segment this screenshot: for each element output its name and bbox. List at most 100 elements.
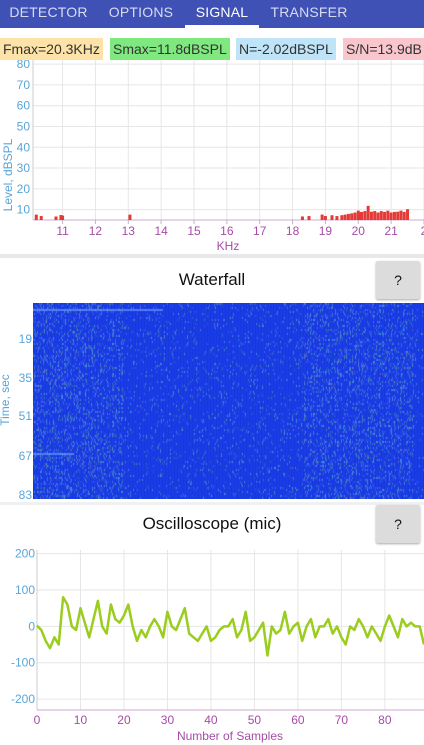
spectrum-x-tick-label: 14	[154, 224, 168, 238]
oscilloscope-y-tick-label: -100	[11, 656, 35, 670]
spectrum-bar	[307, 216, 311, 220]
spectrum-bar	[396, 211, 400, 220]
oscilloscope-x-tick-label: 10	[74, 713, 88, 727]
oscilloscope-series-line	[36, 596, 424, 657]
spectrum-x-tick-label: 18	[286, 224, 300, 238]
oscilloscope-y-tick-label: -200	[11, 692, 35, 706]
spectrum-y-tick-label: 40	[17, 140, 31, 154]
section-divider	[0, 502, 424, 505]
waterfall-y-tick-label: 35	[19, 371, 33, 385]
spectrum-bar	[34, 214, 38, 220]
spectrum-bar	[386, 210, 390, 220]
waterfall-y-label: Time, sec	[0, 374, 12, 426]
spectrum-bar	[323, 216, 327, 220]
spectrum-bar	[392, 211, 396, 220]
waterfall-y-ticks: 19 35 51 67 83	[19, 332, 33, 500]
waterfall-y-tick-label: 51	[19, 409, 33, 423]
tab-detector[interactable]: DETECTOR	[9, 4, 88, 20]
spectrum-x-tick-label: 12	[89, 224, 103, 238]
spectrum-bar	[376, 212, 380, 220]
signal-stats: Fmax=20.3KHz Smax=11.8dBSPL N=-2.02dBSPL…	[0, 38, 424, 60]
oscilloscope-grid	[36, 550, 424, 711]
oscilloscope-y-ticks: 200 100 0 -100 -200	[11, 547, 35, 706]
spectrum-x-ticks: 11 12 13 14 15 16 17 18 19 20 21 2	[56, 224, 424, 238]
spectrum-bar	[61, 215, 65, 220]
spectrum-bar	[59, 215, 63, 220]
spectrum-x-tick-label: 17	[253, 224, 267, 238]
spectrum-y-tick-label: 60	[17, 99, 31, 113]
spectrum-bar	[358, 212, 362, 220]
oscilloscope-x-tick-label: 50	[248, 713, 262, 727]
tab-options[interactable]: OPTIONS	[108, 4, 174, 20]
spectrum-bar	[366, 205, 370, 220]
spectrum-y-label: Level, dBSPL	[1, 138, 15, 211]
waterfall-title: Waterfall	[178, 270, 246, 289]
waterfall-spectrogram	[33, 303, 424, 499]
oscilloscope-help-button[interactable]: ?	[376, 505, 420, 543]
spectrum-bar	[128, 214, 132, 220]
spectrum-bar	[383, 211, 387, 220]
oscilloscope-x-tick-label: 40	[204, 713, 218, 727]
oscilloscope-x-label: Number of Samples	[177, 729, 283, 743]
spectrum-x-label: KHz	[217, 239, 240, 253]
oscilloscope-chart: 200 100 0 -100 -200 0 10 20 30 40 50 60 70 80 Number…	[11, 547, 424, 743]
spectrum-bar	[39, 216, 43, 220]
oscilloscope-x-ticks: 0 10 20 30 40 50 60 70 80	[34, 713, 392, 727]
spectrum-y-tick-label: 30	[17, 161, 31, 175]
spectrum-x-tick-label: 11	[56, 224, 69, 238]
spectrum-x-tick-label: 20	[352, 224, 366, 238]
spectrum-bar	[353, 212, 357, 220]
spectrum-bar	[379, 211, 383, 220]
oscilloscope-y-tick-label: 100	[15, 583, 35, 597]
waterfall-y-tick-label: 83	[19, 488, 33, 500]
spectrum-bar	[373, 211, 377, 220]
spectrum-x-tick-label: 13	[122, 224, 136, 238]
oscilloscope-y-tick-label: 200	[15, 547, 35, 561]
spectrum-bar	[330, 215, 334, 220]
waterfall-y-tick-label: 67	[19, 449, 33, 463]
spectrum-y-tick-label: 10	[17, 203, 31, 217]
spectrum-x-tick-label: 19	[319, 224, 333, 238]
spectrum-bar	[350, 213, 354, 220]
fmax-badge: Fmax=20.3KHz	[0, 38, 103, 60]
oscilloscope-x-tick-label: 30	[161, 713, 175, 727]
spectrum-bar	[335, 216, 339, 220]
oscilloscope-x-tick-label: 20	[117, 713, 131, 727]
spectrum-x-tick-label: 2	[421, 224, 424, 238]
tab-bar: DETECTOR OPTIONS SIGNAL TRANSFER	[0, 0, 424, 28]
section-divider	[0, 254, 424, 258]
oscilloscope-x-tick-label: 60	[291, 713, 305, 727]
smax-badge: Smax=11.8dBSPL	[110, 38, 230, 60]
spectrum-bar	[406, 209, 410, 220]
spectrum-x-tick-label: 15	[187, 224, 201, 238]
spectrum-y-tick-label: 50	[17, 119, 31, 133]
spectrum-bar	[54, 216, 58, 220]
tab-transfer[interactable]: TRANSFER	[270, 4, 348, 20]
spectrum-bar	[340, 215, 344, 220]
spectrum-bar	[399, 210, 403, 220]
spectrum-y-tick-label: 20	[17, 182, 31, 196]
spectrum-bar	[300, 216, 304, 220]
spectrum-y-tick-label: 70	[17, 78, 31, 92]
spectrum-bar	[402, 211, 406, 220]
spectrum-bar	[369, 211, 373, 220]
spectrum-x-tick-label: 21	[384, 224, 398, 238]
spectrum-grid	[32, 60, 424, 224]
spectrum-bar	[320, 214, 324, 220]
spectrum-bar	[389, 212, 393, 220]
oscilloscope-x-tick-label: 70	[335, 713, 349, 727]
oscilloscope-y-tick-label: 0	[28, 619, 35, 633]
spectrum-y-ticks: 10 20 30 40 50 60 70 80	[17, 60, 31, 217]
oscilloscope-x-tick-label: 80	[378, 713, 392, 727]
waterfall-y-tick-label: 19	[19, 332, 33, 346]
spectrum-bar	[360, 211, 364, 220]
oscilloscope-x-tick-label: 0	[34, 713, 41, 727]
spectrum-y-tick-label: 80	[17, 60, 31, 71]
spectrum-bar	[343, 214, 347, 220]
spectrum-bar	[346, 213, 350, 220]
spectrum-bars	[34, 205, 410, 220]
tab-signal[interactable]: SIGNAL	[185, 0, 259, 28]
waterfall-help-button[interactable]: ?	[376, 261, 420, 299]
spectrum-chart: 10 20 30 40 50 60 70 80 11 12 13 14 15 16 17 18 19 20 21 2…	[1, 60, 424, 253]
